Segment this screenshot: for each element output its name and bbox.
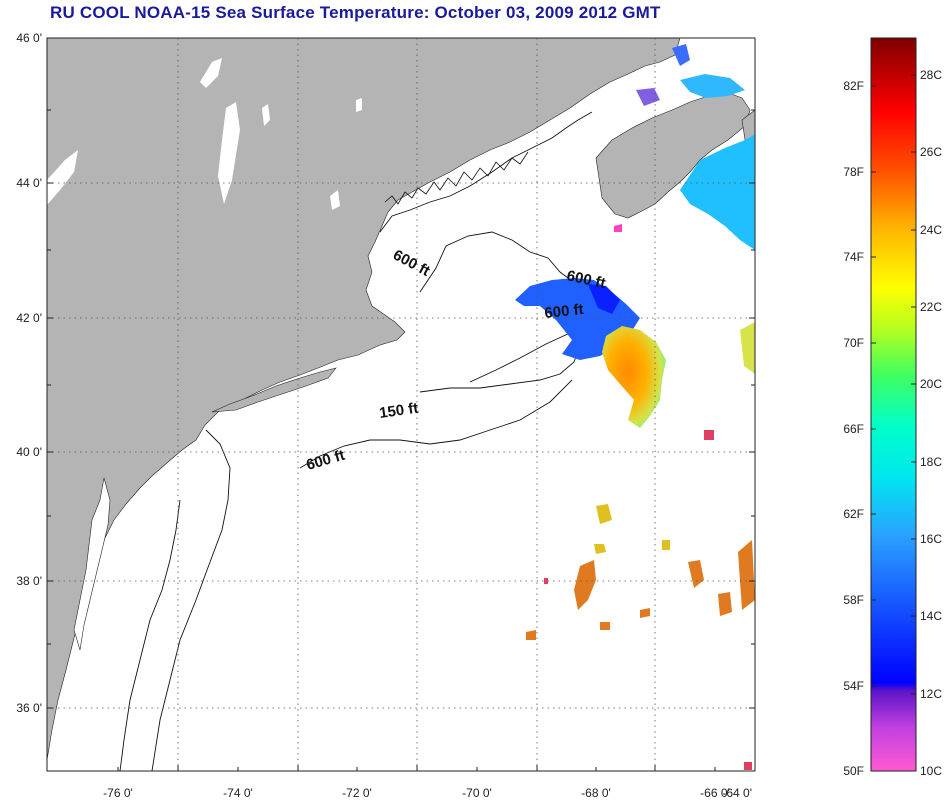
colorbar-celsius-labels: 28C 26C 24C 22C 20C 18C 16C 14C 12C 10C — [920, 68, 942, 778]
land-long-island — [211, 367, 337, 413]
fahrenheit-label: 62F — [843, 507, 864, 521]
celsius-label: 18C — [920, 455, 942, 469]
colorbar — [870, 37, 917, 772]
fahrenheit-label: 58F — [843, 593, 864, 607]
lon-label: -66 0' — [700, 786, 730, 800]
lon-label: -72 0' — [342, 786, 372, 800]
fahrenheit-label: 70F — [843, 336, 864, 350]
fahrenheit-label: 50F — [843, 764, 864, 778]
contour-label: 600 ft — [544, 301, 585, 322]
celsius-label: 12C — [920, 687, 942, 701]
lon-label: -74 0' — [223, 786, 253, 800]
fahrenheit-label: 78F — [843, 165, 864, 179]
celsius-label: 10C — [920, 764, 942, 778]
latitude-labels: 46 0' 44 0' 42 0' 40 0' 38 0' 36 0' — [16, 31, 42, 715]
lon-label: -70 0' — [462, 786, 492, 800]
celsius-label: 26C — [920, 145, 942, 159]
fahrenheit-label: 66F — [843, 422, 864, 436]
chesapeake-bay — [73, 477, 111, 651]
celsius-label: 24C — [920, 223, 942, 237]
celsius-label: 28C — [920, 68, 942, 82]
map-frame — [46, 37, 756, 772]
lon-label: -68 0' — [581, 786, 611, 800]
lat-label: 36 0' — [16, 701, 42, 715]
fahrenheit-label: 54F — [843, 679, 864, 693]
lat-label: 38 0' — [16, 574, 42, 588]
contour-label: 150 ft — [378, 400, 419, 422]
celsius-label: 16C — [920, 532, 942, 546]
lat-label: 44 0' — [16, 176, 42, 190]
fahrenheit-label: 82F — [843, 79, 864, 93]
colorbar-ticks — [871, 74, 916, 695]
sst-data-patches — [515, 44, 755, 770]
inland-lakes — [47, 58, 362, 210]
celsius-label: 22C — [920, 300, 942, 314]
fahrenheit-label: 74F — [843, 250, 864, 264]
map-title: RU COOL NOAA-15 Sea Surface Temperature:… — [50, 3, 661, 22]
lat-label: 46 0' — [16, 31, 42, 45]
colorbar-fahrenheit-labels: 82F 78F 74F 70F 66F 62F 58F 54F 50F — [843, 79, 864, 778]
lat-label: 40 0' — [16, 445, 42, 459]
land-nova-scotia — [595, 91, 751, 219]
lon-label: -76 0' — [103, 786, 133, 800]
celsius-label: 20C — [920, 377, 942, 391]
frame-ticks — [47, 37, 755, 771]
lon-label: -64 0' — [722, 786, 752, 800]
longitude-labels: -76 0' -74 0' -72 0' -70 0' -68 0' -66 0… — [103, 786, 752, 800]
lat-label: 42 0' — [16, 311, 42, 325]
gulf-maine-coastline — [384, 151, 529, 205]
celsius-label: 14C — [920, 609, 942, 623]
graticule — [47, 38, 755, 771]
